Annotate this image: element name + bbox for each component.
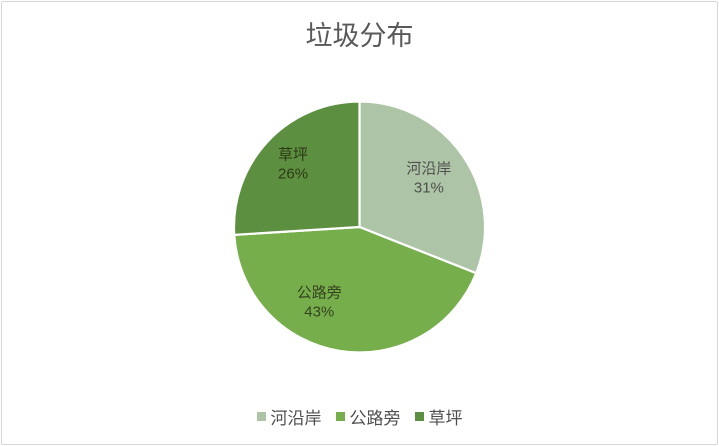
svg-text:河沿岸: 河沿岸 bbox=[406, 161, 451, 178]
svg-text:26%: 26% bbox=[278, 166, 308, 183]
svg-text:31%: 31% bbox=[414, 180, 444, 197]
svg-text:草坪: 草坪 bbox=[278, 147, 308, 164]
svg-text:43%: 43% bbox=[304, 303, 334, 320]
svg-text:公路旁: 公路旁 bbox=[297, 284, 342, 301]
